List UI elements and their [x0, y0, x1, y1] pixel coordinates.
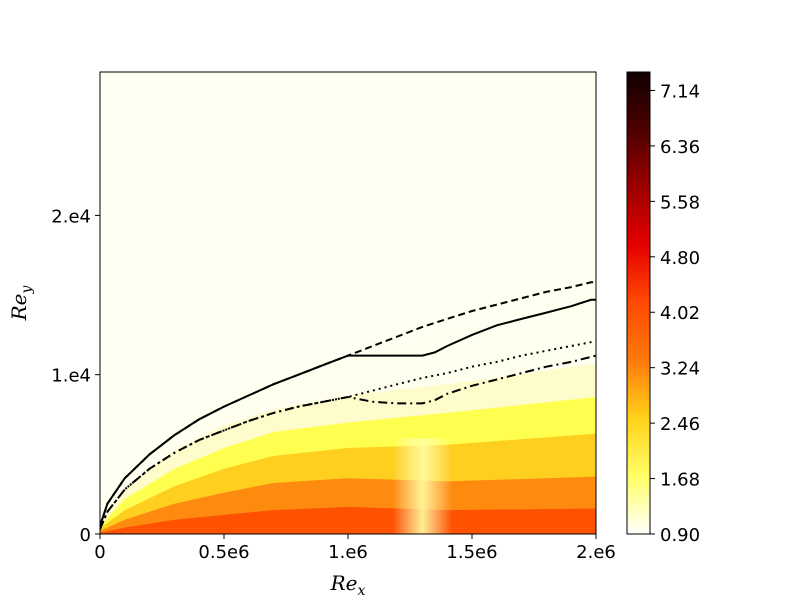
x-tick-label: 0.5e6: [198, 542, 249, 563]
colorbar-tick-label: 4.02: [660, 303, 700, 324]
x-tick-label: 1.5e6: [446, 542, 497, 563]
colorbar-tick-label: 7.14: [660, 81, 700, 102]
colorbar-tick-label: 1.68: [660, 470, 700, 491]
x-tick-label: 1.e6: [328, 542, 368, 563]
colorbar-tick-label: 6.36: [660, 137, 700, 158]
y-tick-label: 0: [80, 525, 91, 546]
colorbar-frame: [626, 71, 651, 535]
y-tick-label: 1.e4: [51, 366, 91, 387]
colorbar-tick-label: 5.58: [660, 192, 700, 213]
colorbar-gradient: [627, 72, 650, 534]
colorbar-tick-label: 2.46: [660, 414, 700, 435]
y-axis-title: Rey: [7, 285, 35, 322]
field-highlight-band: [392, 438, 453, 534]
y-axis: 0 1.e4 2.e4: [51, 206, 100, 546]
contour-line-solid: [100, 298, 596, 527]
plot-area: [99, 71, 597, 535]
contour-field: [100, 301, 596, 534]
contour-line-dashdot: [100, 354, 596, 530]
y-tick-label: 2.e4: [51, 206, 91, 227]
contour-band-6: [100, 506, 596, 534]
x-tick-label: 2.e6: [576, 542, 616, 563]
x-axis-title: Rex: [330, 571, 366, 599]
contour-lines: [100, 281, 596, 530]
colorbar-tick-label: 0.90: [660, 525, 700, 546]
x-tick-label: 0: [94, 542, 105, 563]
colorbar: 0.90 1.68 2.46 3.24 4.02 4.80 5.58 6.36 7.14: [626, 71, 700, 546]
x-axis: 0 0.5e6 1.e6 1.5e6 2.e6: [94, 534, 616, 563]
colorbar-tick-label: 3.24: [660, 359, 700, 380]
colorbar-tick-label: 4.80: [660, 248, 700, 269]
